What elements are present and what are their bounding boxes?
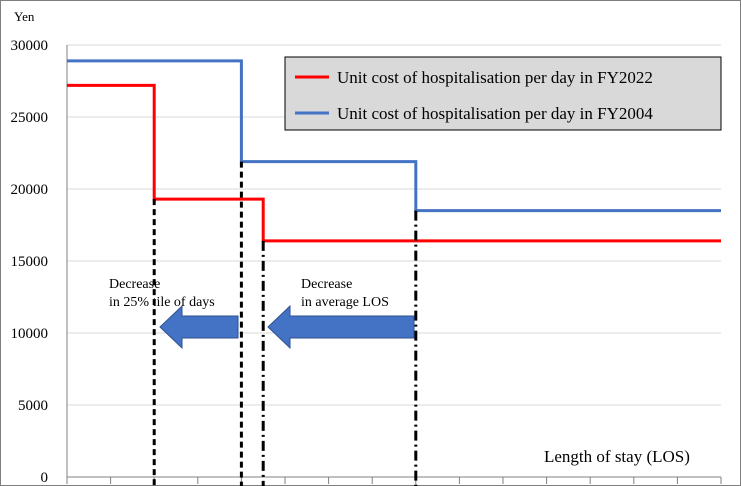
annotation-25pct-line1: Decrease — [109, 277, 160, 292]
y-tick-label-15000: 15000 — [11, 254, 49, 270]
y-tick-label-10000: 10000 — [11, 326, 49, 342]
x-axis-title: Length of stay (LOS) — [544, 447, 690, 466]
legend-label-fy2004: Unit cost of hospitalisation per day in … — [337, 104, 653, 123]
y-tick-label-30000: 30000 — [11, 38, 49, 54]
legend-label-fy2022: Unit cost of hospitalisation per day in … — [337, 68, 653, 87]
arrow-decrease-25pct — [159, 304, 239, 350]
legend-box — [284, 56, 722, 131]
y-axis-unit: Yen — [14, 9, 35, 24]
y-axis-tick-labels: 0 5000 10000 15000 20000 25000 30000 — [11, 38, 49, 486]
y-tick-label-0: 0 — [41, 470, 49, 486]
annotation-25pct-line2: in 25% tile of days — [109, 295, 215, 310]
arrow-decrease-avg-los — [267, 304, 415, 350]
series-line-fy2022 — [67, 83, 721, 243]
series-line-fy2004 — [67, 59, 721, 213]
series-lines — [67, 59, 721, 243]
decrease-arrows — [159, 304, 415, 350]
x-axis-ticks — [66, 477, 722, 484]
y-tick-label-25000: 25000 — [11, 110, 49, 126]
y-tick-label-5000: 5000 — [18, 398, 48, 414]
y-tick-label-20000: 20000 — [11, 182, 49, 198]
legend: Unit cost of hospitalisation per day in … — [284, 56, 722, 131]
annotation-avg-los-line2: in average LOS — [301, 295, 389, 310]
dashed-drop-lines — [152, 161, 418, 486]
annotations: Decrease in 25% tile of days Decrease in… — [109, 277, 389, 310]
annotation-avg-los-line1: Decrease — [301, 277, 352, 292]
